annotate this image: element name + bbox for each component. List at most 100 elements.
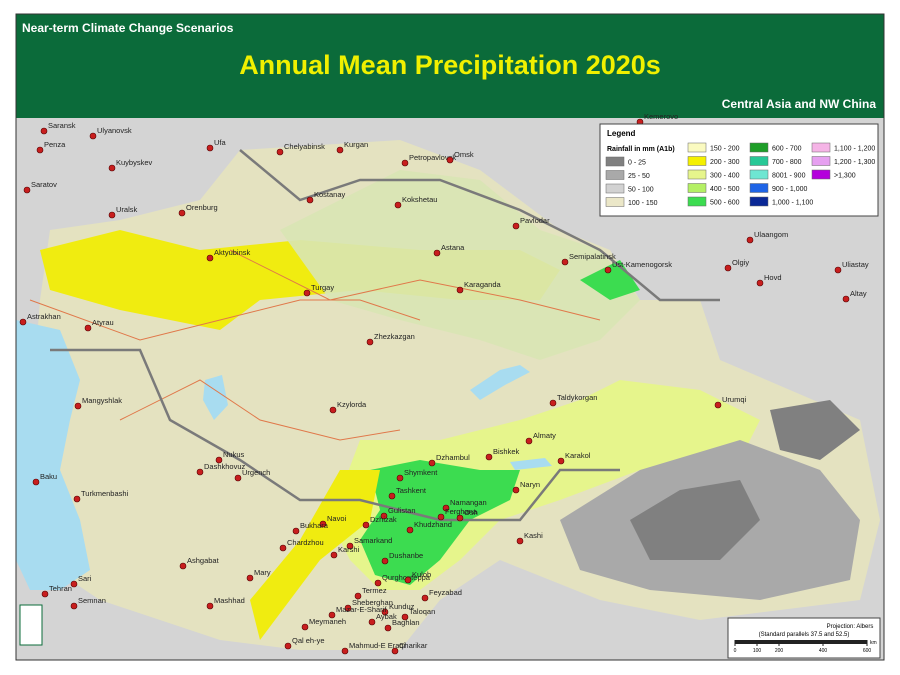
city-label: Dzhambul [436,453,470,462]
city-label: Ulaangom [754,230,788,239]
cities: Saransk Ulyanovsk Penza Kuybyskev Ufa Chelyab… [19,112,869,655]
city-label: Kunduz [389,602,415,611]
city-dot [344,604,352,612]
city-dot [421,594,429,602]
city-label: Altay [850,289,867,298]
region: Central Asia and NW China [722,97,877,111]
city-dot [485,453,493,461]
city-label: Urgench [242,468,270,477]
city-dot [437,513,445,521]
super-title: Near-term Climate Change Scenarios [22,21,234,35]
city-dot [36,146,44,154]
city-dot [276,148,284,156]
city-dot [442,504,450,512]
city-dot [346,542,354,550]
caspian-sea [16,320,90,590]
city-dot [303,289,311,297]
city-label: Turgay [311,283,334,292]
city-dot [19,318,27,326]
city-dot [366,338,374,346]
city-dot [206,254,214,262]
scale-unit: km [870,640,877,646]
city-dot [714,401,722,409]
legend-label: >1,300 [834,173,856,180]
city-dot [380,512,388,520]
city-dot [108,164,116,172]
city-dot [394,201,402,209]
city-dot [73,495,81,503]
legend-subtitle: Rainfall in mm (A1b) [607,146,675,153]
city-dot [206,144,214,152]
city-label: Astrakhan [27,312,61,321]
city-label: Hovd [764,273,782,282]
city-dot [341,647,349,655]
city-dot [746,236,754,244]
city-dot [178,209,186,217]
city-label: Khudzhand [414,520,452,529]
city-label: Nukus [223,450,245,459]
city-dot [433,249,441,257]
legend-label: 100 - 150 [628,200,658,207]
city-dot [196,468,204,476]
projection: Projection: Albers [827,624,874,630]
city-label: Dushanbe [389,551,423,560]
city-label: Termez [362,586,387,595]
legend-label: 0 - 25 [628,160,646,167]
city-dot [354,592,362,600]
city-label: Namangan [450,498,487,507]
city-label: Saransk [48,121,76,130]
legend-swatch [811,156,831,166]
city-dot [336,146,344,154]
city-dot [401,159,409,167]
city-label: Mazar-E-Sharif [336,605,387,614]
legend-label: 900 - 1,000 [772,186,808,193]
city-dot [549,399,557,407]
legend-swatch [749,169,769,180]
city-label: Chardzhou [287,538,324,547]
city-label: Saratov [31,180,57,189]
city-dot [40,127,48,135]
city-label: Ust-Kamenogorsk [612,260,672,269]
city-dot [70,580,78,588]
tianshan [360,460,520,585]
city-label: Shymkent [404,468,438,477]
city-label: Semnan [78,596,106,605]
city-label: Mary [254,568,271,577]
city-label: Samarkand [354,536,392,545]
city-label: Astana [441,243,465,252]
steppe [280,170,640,360]
city-label: Turkmenbashi [81,489,129,498]
city-dot [428,459,436,467]
city-label: Semipalatinsk [569,252,616,261]
city-label: Kzylorda [337,400,367,409]
scale-tick-label: 100 [753,648,762,654]
legend-label: 25 - 50 [628,173,650,180]
city-label: Taloqan [409,607,435,616]
legend-label: 150 - 200 [710,146,740,153]
city-label: Mangyshlak [82,396,122,405]
city-dot [381,557,389,565]
city-dot [108,211,116,219]
legend-swatch [749,142,769,153]
city-label: Tehran [49,584,72,593]
city-dot [525,437,533,445]
legend-label: 300 - 400 [710,173,740,180]
legend-label: 1,100 - 1,200 [834,146,875,153]
city-label: Pavlodar [520,216,550,225]
legend-swatch [605,170,625,180]
legend-label: 200 - 300 [710,159,740,166]
city-dot [330,551,338,559]
scale-tick-label: 600 [863,648,872,654]
legend-swatch [687,169,707,180]
legend-swatch [811,142,831,153]
city-dot [328,611,336,619]
city-label: Aybak [376,612,397,621]
city-dot [301,623,309,631]
city-dot [516,537,524,545]
city-label: Orenburg [186,203,218,212]
city-label: Navoi [327,514,347,523]
city-dot [32,478,40,486]
legend-swatch [749,156,769,166]
city-label: Ashgabat [187,556,220,565]
